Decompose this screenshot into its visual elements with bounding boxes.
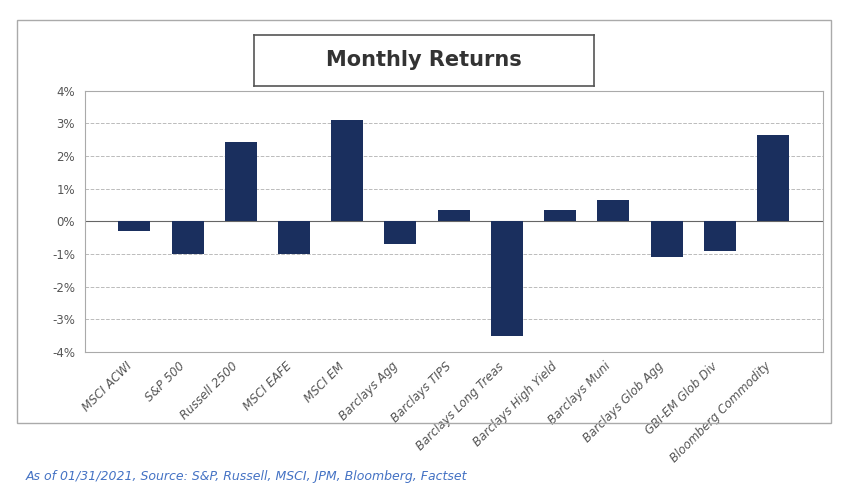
Bar <box>544 210 576 221</box>
Bar <box>757 135 789 221</box>
Bar <box>704 221 736 250</box>
Bar <box>225 142 257 221</box>
Bar <box>597 200 629 221</box>
Bar <box>278 221 310 254</box>
Bar <box>171 221 204 254</box>
Bar <box>438 210 470 221</box>
Bar <box>491 221 523 337</box>
Bar <box>384 221 416 244</box>
Text: Monthly Returns: Monthly Returns <box>326 50 522 70</box>
Bar <box>650 221 683 257</box>
Bar <box>332 120 363 221</box>
Text: As of 01/31/2021, Source: S&P, Russell, MSCI, JPM, Bloomberg, Factset: As of 01/31/2021, Source: S&P, Russell, … <box>25 470 467 483</box>
Bar <box>119 221 150 231</box>
